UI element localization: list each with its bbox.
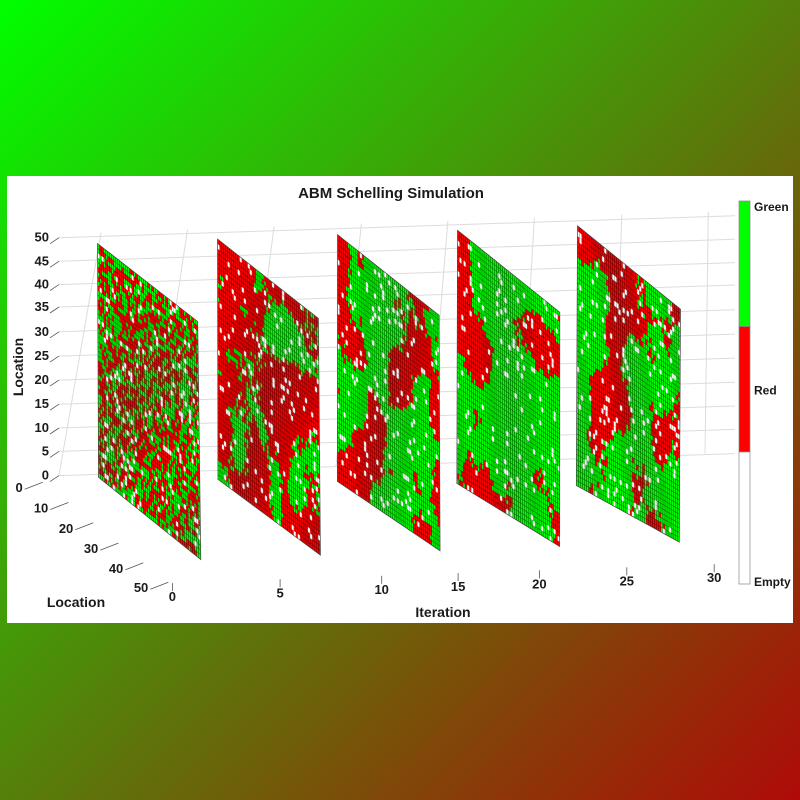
- svg-text:50: 50: [35, 230, 49, 245]
- svg-text:25: 25: [35, 348, 49, 363]
- svg-text:30: 30: [707, 570, 721, 585]
- svg-text:20: 20: [35, 372, 49, 387]
- svg-text:10: 10: [35, 420, 49, 435]
- svg-text:5: 5: [42, 443, 49, 458]
- svg-text:5: 5: [276, 585, 283, 600]
- svg-text:25: 25: [620, 573, 634, 588]
- svg-text:10: 10: [34, 501, 48, 516]
- svg-text:Red: Red: [754, 383, 777, 397]
- svg-text:15: 15: [451, 579, 465, 594]
- svg-text:30: 30: [35, 324, 49, 339]
- svg-text:0: 0: [15, 480, 22, 495]
- svg-text:20: 20: [59, 521, 73, 536]
- svg-text:Iteration: Iteration: [415, 604, 470, 620]
- svg-text:50: 50: [134, 580, 148, 595]
- svg-text:45: 45: [35, 253, 49, 268]
- svg-text:Location: Location: [10, 338, 26, 396]
- svg-text:35: 35: [35, 299, 49, 314]
- svg-text:10: 10: [374, 582, 388, 597]
- svg-text:15: 15: [35, 396, 49, 411]
- svg-text:20: 20: [532, 576, 546, 591]
- svg-text:Empty: Empty: [754, 575, 791, 589]
- svg-text:0: 0: [169, 589, 176, 604]
- svg-text:30: 30: [84, 541, 98, 556]
- svg-text:40: 40: [109, 561, 123, 576]
- svg-text:0: 0: [42, 468, 49, 483]
- svg-text:Location: Location: [47, 594, 105, 610]
- svg-text:40: 40: [35, 277, 49, 292]
- svg-text:Green: Green: [754, 200, 789, 214]
- svg-text:ABM Schelling Simulation: ABM Schelling Simulation: [298, 185, 484, 202]
